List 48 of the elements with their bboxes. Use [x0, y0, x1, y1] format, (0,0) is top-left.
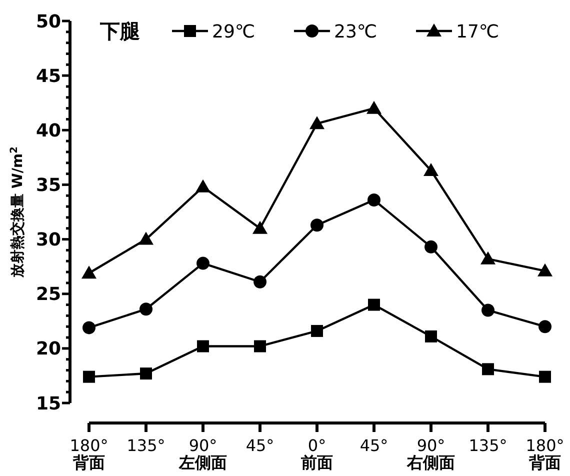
x-tick-label: 180° 背面 — [526, 436, 564, 472]
y-tick-label: 50 — [36, 11, 61, 32]
y-tick-label: 20 — [36, 338, 61, 360]
x-tick-label: 90° 右側面 — [406, 436, 455, 472]
point — [366, 100, 382, 114]
legend-label: 23℃ — [334, 21, 378, 42]
point — [197, 340, 209, 352]
x-tick-label: 135° — [126, 436, 166, 455]
legend-label: 29℃ — [212, 21, 256, 42]
legend-label: 17℃ — [456, 21, 500, 42]
y-tick-label: 45 — [36, 66, 61, 87]
point — [310, 116, 324, 130]
point — [482, 363, 494, 376]
x-tick-label: 45° — [360, 436, 388, 455]
x-tick-label: 135° — [468, 436, 508, 455]
point — [368, 193, 380, 206]
point — [140, 302, 152, 316]
point — [310, 218, 324, 232]
point — [480, 251, 496, 264]
point — [424, 163, 438, 176]
point — [138, 232, 154, 245]
point — [82, 266, 96, 279]
y-tick-label: 35 — [36, 175, 61, 196]
y-tick-label: 25 — [36, 284, 61, 306]
point — [539, 370, 551, 383]
point — [425, 330, 437, 342]
point — [83, 370, 95, 383]
point — [538, 263, 552, 276]
x-tick-label: 90° 左側面 — [178, 436, 227, 472]
point — [82, 321, 96, 334]
point — [368, 298, 380, 311]
point — [482, 304, 494, 317]
x-tick-label: 45° — [246, 436, 274, 455]
point — [424, 240, 438, 254]
x-tick-label: 180° 背面 — [70, 436, 108, 472]
point — [254, 275, 266, 288]
point — [196, 256, 210, 270]
point — [196, 179, 210, 192]
point — [140, 368, 152, 380]
point — [254, 340, 266, 352]
x-tick-label: 0° 前面 — [300, 436, 333, 472]
y-tick-label: 30 — [36, 230, 61, 251]
legend-title: 下腿 — [99, 19, 141, 43]
y-tick-label: 15 — [36, 393, 61, 414]
y-tick-label: 40 — [36, 120, 61, 142]
point — [538, 320, 552, 334]
point — [311, 324, 323, 337]
point — [252, 220, 268, 234]
